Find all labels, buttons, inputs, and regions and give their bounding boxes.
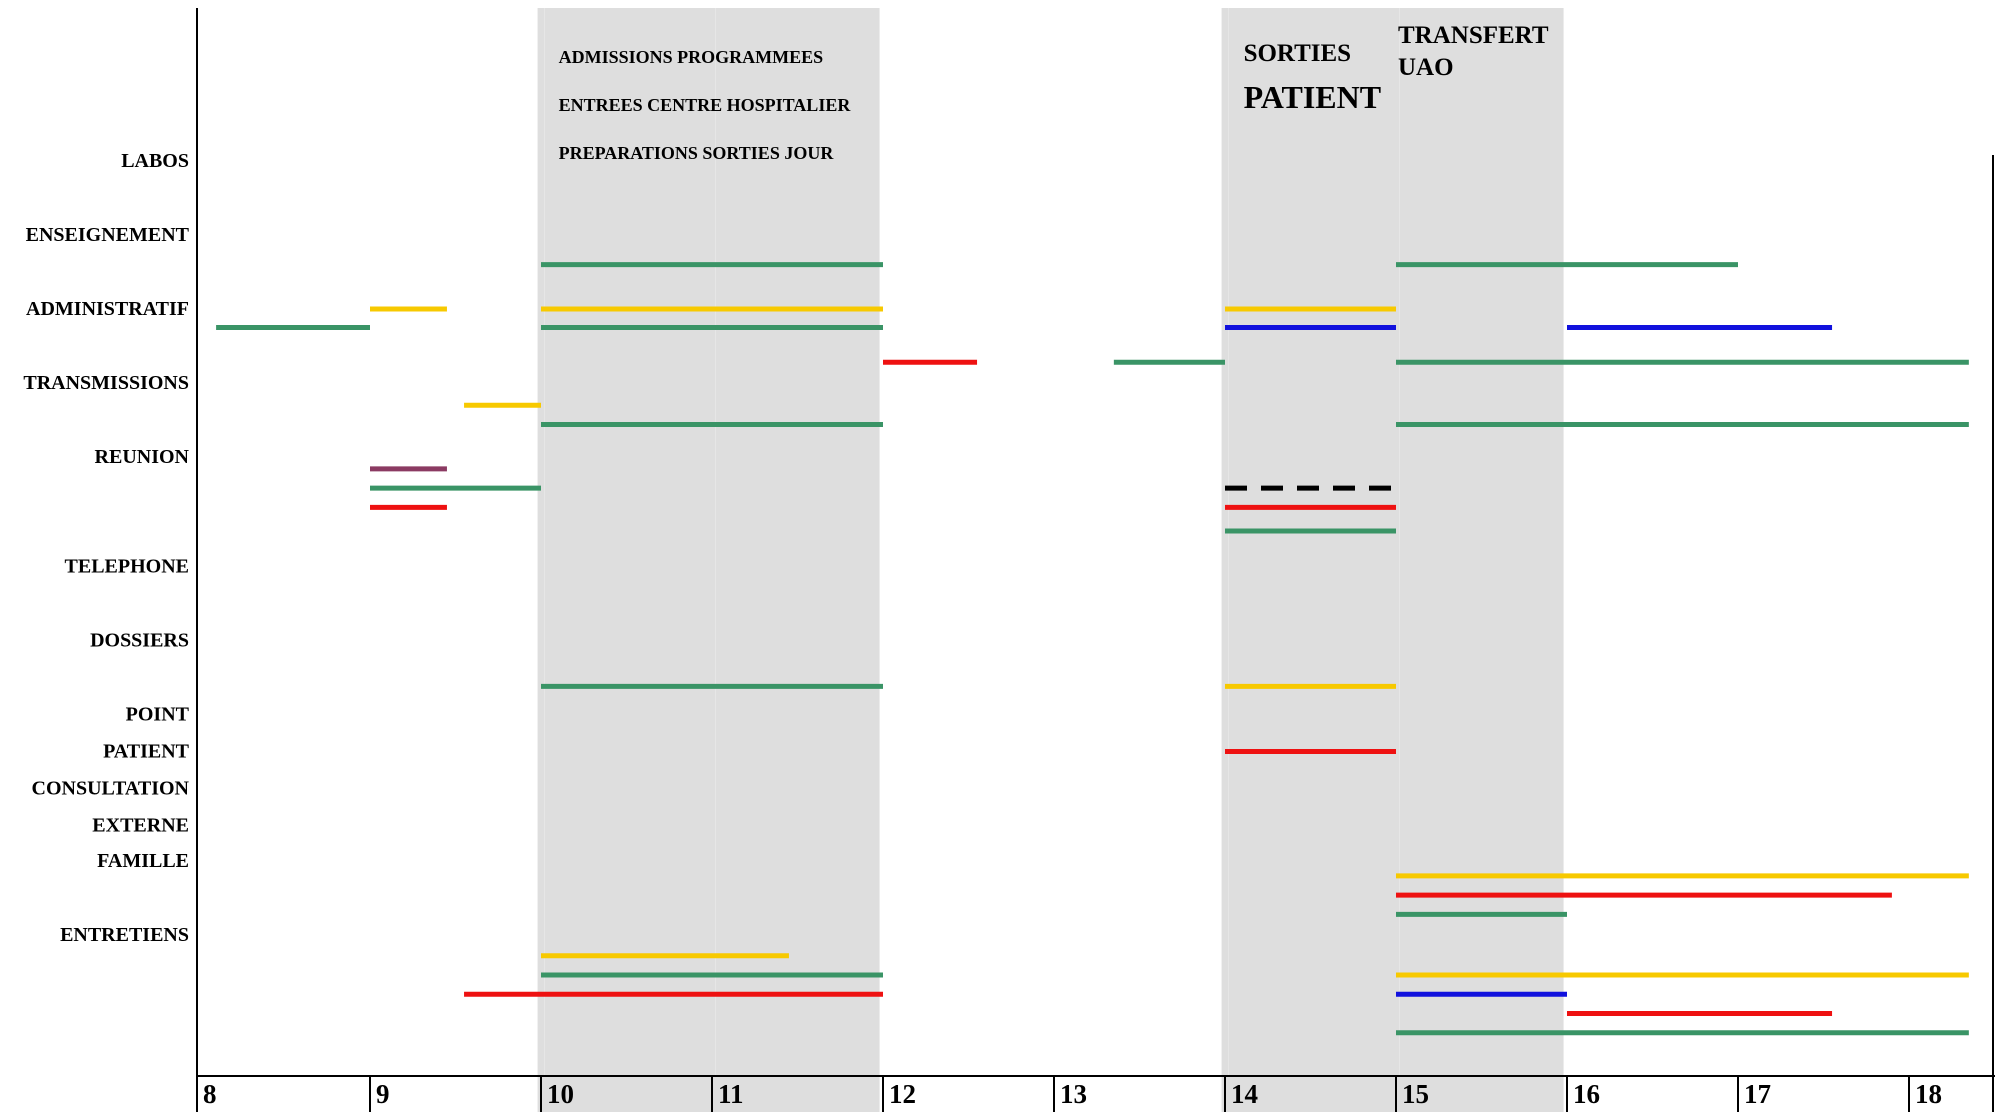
shaded-zone-2 (1221, 8, 1564, 1112)
category-labels: LABOS ENSEIGNEMENT ADMINISTRATIF TRANSMISSI… (23, 150, 189, 946)
category-label: DOSSIERS (90, 630, 189, 652)
x-tick-label: 14 (1231, 1079, 1258, 1109)
category-label: ENTRETIENS (60, 924, 189, 946)
category-label: TRANSMISSIONS (23, 372, 189, 394)
category-label: EXTERNE (92, 815, 189, 837)
shaded-zone-1 (537, 8, 880, 1112)
x-tick-label: 17 (1744, 1079, 1771, 1109)
x-tick-label: 9 (376, 1079, 390, 1109)
category-label: LABOS (121, 150, 189, 172)
zone-2-side-label: TRANSFERT (1398, 22, 1549, 49)
bars (216, 262, 1969, 1036)
x-ticks: 8 9 10 11 12 13 14 15 16 17 18 (203, 1076, 1942, 1112)
category-label: ENSEIGNEMENT (26, 224, 190, 246)
zone-1-label: ADMISSIONS PROGRAMMEES (559, 47, 824, 67)
category-label: TELEPHONE (65, 556, 189, 578)
x-tick-label: 16 (1573, 1079, 1600, 1109)
zone-2-label: PATIENT (1244, 79, 1382, 115)
zone-1-label: ENTREES CENTRE HOSPITALIER (559, 95, 852, 115)
x-tick-label: 11 (718, 1079, 744, 1109)
zone-1-label: PREPARATIONS SORTIES JOUR (559, 143, 835, 163)
axes (196, 8, 1995, 1112)
zone-2-side-label: UAO (1398, 54, 1454, 81)
category-label: REUNION (95, 446, 190, 468)
x-tick-label: 18 (1915, 1079, 1942, 1109)
category-label: CONSULTATION (32, 778, 190, 800)
x-tick-label: 8 (203, 1079, 217, 1109)
zone-labels: ADMISSIONS PROGRAMMEES ENTREES CENTRE HOS… (559, 22, 1549, 163)
x-tick-label: 10 (547, 1079, 574, 1109)
x-tick-label: 12 (889, 1079, 916, 1109)
category-label: FAMILLE (97, 850, 189, 872)
x-tick-label: 15 (1402, 1079, 1429, 1109)
shaded-zones (537, 8, 1564, 1112)
category-label: POINT (126, 704, 190, 726)
category-label: PATIENT (103, 741, 190, 763)
x-tick-label: 13 (1060, 1079, 1087, 1109)
zone-2-label: SORTIES (1244, 40, 1352, 67)
category-label: ADMINISTRATIF (26, 298, 189, 320)
